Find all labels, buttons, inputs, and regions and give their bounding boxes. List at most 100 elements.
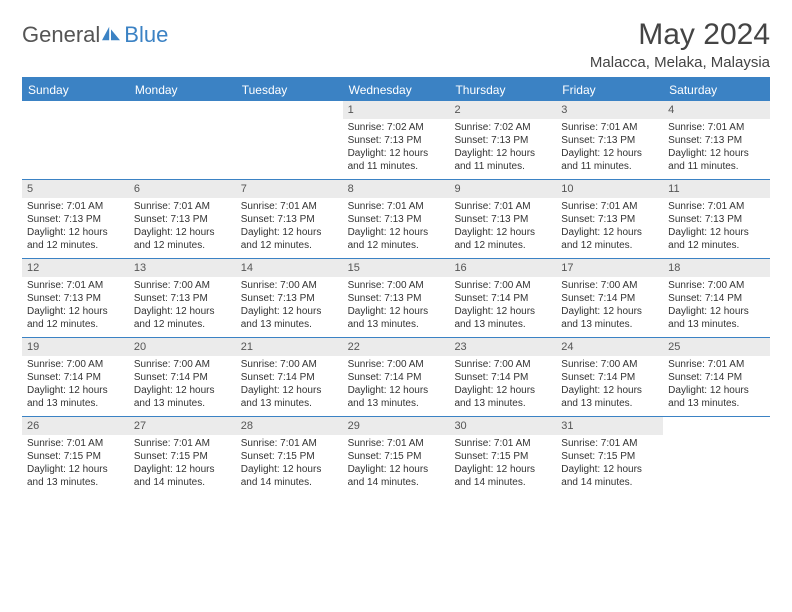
- day-details: Sunrise: 7:02 AMSunset: 7:13 PMDaylight:…: [449, 119, 556, 177]
- day-number: 23: [449, 338, 556, 356]
- day-number: [236, 101, 343, 118]
- day-details: Sunrise: 7:00 AMSunset: 7:14 PMDaylight:…: [236, 356, 343, 414]
- calendar-cell: 11Sunrise: 7:01 AMSunset: 7:13 PMDayligh…: [663, 180, 770, 258]
- calendar-cell: 7Sunrise: 7:01 AMSunset: 7:13 PMDaylight…: [236, 180, 343, 258]
- day-details: Sunrise: 7:01 AMSunset: 7:13 PMDaylight:…: [22, 198, 129, 256]
- day-details: Sunrise: 7:00 AMSunset: 7:14 PMDaylight:…: [556, 277, 663, 335]
- day-number: [22, 101, 129, 118]
- day-details: Sunrise: 7:01 AMSunset: 7:14 PMDaylight:…: [663, 356, 770, 414]
- calendar-cell: 17Sunrise: 7:00 AMSunset: 7:14 PMDayligh…: [556, 259, 663, 337]
- logo-text-2: Blue: [124, 22, 168, 48]
- calendar-cell: 21Sunrise: 7:00 AMSunset: 7:14 PMDayligh…: [236, 338, 343, 416]
- calendar-cell: 4Sunrise: 7:01 AMSunset: 7:13 PMDaylight…: [663, 101, 770, 179]
- calendar-cell: 25Sunrise: 7:01 AMSunset: 7:14 PMDayligh…: [663, 338, 770, 416]
- day-details: Sunrise: 7:00 AMSunset: 7:13 PMDaylight:…: [236, 277, 343, 335]
- calendar-cell: 28Sunrise: 7:01 AMSunset: 7:15 PMDayligh…: [236, 417, 343, 495]
- day-number: 5: [22, 180, 129, 198]
- calendar-week-row: 26Sunrise: 7:01 AMSunset: 7:15 PMDayligh…: [22, 417, 770, 495]
- day-details: Sunrise: 7:00 AMSunset: 7:13 PMDaylight:…: [343, 277, 450, 335]
- calendar-cell: 24Sunrise: 7:00 AMSunset: 7:14 PMDayligh…: [556, 338, 663, 416]
- day-number: 20: [129, 338, 236, 356]
- day-header: Tuesday: [236, 79, 343, 101]
- day-number: 11: [663, 180, 770, 198]
- calendar-cell: 1Sunrise: 7:02 AMSunset: 7:13 PMDaylight…: [343, 101, 450, 179]
- day-details: Sunrise: 7:00 AMSunset: 7:14 PMDaylight:…: [449, 356, 556, 414]
- calendar-week-row: 12Sunrise: 7:01 AMSunset: 7:13 PMDayligh…: [22, 259, 770, 338]
- day-details: Sunrise: 7:01 AMSunset: 7:13 PMDaylight:…: [556, 119, 663, 177]
- day-header: Sunday: [22, 79, 129, 101]
- day-details: Sunrise: 7:01 AMSunset: 7:13 PMDaylight:…: [236, 198, 343, 256]
- day-details: Sunrise: 7:00 AMSunset: 7:13 PMDaylight:…: [129, 277, 236, 335]
- day-number: 26: [22, 417, 129, 435]
- day-details: Sunrise: 7:01 AMSunset: 7:13 PMDaylight:…: [556, 198, 663, 256]
- day-number: 27: [129, 417, 236, 435]
- day-header: Friday: [556, 79, 663, 101]
- day-number: 18: [663, 259, 770, 277]
- day-details: Sunrise: 7:01 AMSunset: 7:13 PMDaylight:…: [22, 277, 129, 335]
- day-number: 19: [22, 338, 129, 356]
- day-details: Sunrise: 7:02 AMSunset: 7:13 PMDaylight:…: [343, 119, 450, 177]
- day-number: 13: [129, 259, 236, 277]
- day-details: Sunrise: 7:00 AMSunset: 7:14 PMDaylight:…: [663, 277, 770, 335]
- month-title: May 2024: [590, 18, 770, 52]
- calendar-cell: 13Sunrise: 7:00 AMSunset: 7:13 PMDayligh…: [129, 259, 236, 337]
- day-details: Sunrise: 7:00 AMSunset: 7:14 PMDaylight:…: [22, 356, 129, 414]
- day-number: 31: [556, 417, 663, 435]
- location-text: Malacca, Melaka, Malaysia: [590, 54, 770, 71]
- calendar-cell: 22Sunrise: 7:00 AMSunset: 7:14 PMDayligh…: [343, 338, 450, 416]
- day-details: Sunrise: 7:01 AMSunset: 7:13 PMDaylight:…: [449, 198, 556, 256]
- day-number: 12: [22, 259, 129, 277]
- calendar-cell: 5Sunrise: 7:01 AMSunset: 7:13 PMDaylight…: [22, 180, 129, 258]
- day-number: 14: [236, 259, 343, 277]
- calendar-cell: [236, 101, 343, 179]
- day-header: Thursday: [449, 79, 556, 101]
- day-details: Sunrise: 7:01 AMSunset: 7:15 PMDaylight:…: [22, 435, 129, 493]
- logo-text-1: General: [22, 22, 100, 48]
- calendar-cell: 20Sunrise: 7:00 AMSunset: 7:14 PMDayligh…: [129, 338, 236, 416]
- day-number: 1: [343, 101, 450, 119]
- day-details: Sunrise: 7:01 AMSunset: 7:15 PMDaylight:…: [236, 435, 343, 493]
- day-details: Sunrise: 7:01 AMSunset: 7:15 PMDaylight:…: [343, 435, 450, 493]
- day-details: Sunrise: 7:01 AMSunset: 7:15 PMDaylight:…: [129, 435, 236, 493]
- calendar-week-row: 19Sunrise: 7:00 AMSunset: 7:14 PMDayligh…: [22, 338, 770, 417]
- calendar-cell: [663, 417, 770, 495]
- day-details: Sunrise: 7:00 AMSunset: 7:14 PMDaylight:…: [449, 277, 556, 335]
- calendar: SundayMondayTuesdayWednesdayThursdayFrid…: [22, 77, 770, 495]
- calendar-cell: 29Sunrise: 7:01 AMSunset: 7:15 PMDayligh…: [343, 417, 450, 495]
- calendar-cell: 14Sunrise: 7:00 AMSunset: 7:13 PMDayligh…: [236, 259, 343, 337]
- day-number: 9: [449, 180, 556, 198]
- calendar-cell: 26Sunrise: 7:01 AMSunset: 7:15 PMDayligh…: [22, 417, 129, 495]
- day-number: 8: [343, 180, 450, 198]
- day-details: Sunrise: 7:01 AMSunset: 7:13 PMDaylight:…: [663, 198, 770, 256]
- day-header-row: SundayMondayTuesdayWednesdayThursdayFrid…: [22, 79, 770, 101]
- calendar-cell: 8Sunrise: 7:01 AMSunset: 7:13 PMDaylight…: [343, 180, 450, 258]
- calendar-cell: 27Sunrise: 7:01 AMSunset: 7:15 PMDayligh…: [129, 417, 236, 495]
- day-header: Saturday: [663, 79, 770, 101]
- calendar-week-row: 1Sunrise: 7:02 AMSunset: 7:13 PMDaylight…: [22, 101, 770, 180]
- day-number: 30: [449, 417, 556, 435]
- calendar-week-row: 5Sunrise: 7:01 AMSunset: 7:13 PMDaylight…: [22, 180, 770, 259]
- day-number: 2: [449, 101, 556, 119]
- day-number: 4: [663, 101, 770, 119]
- day-number: 16: [449, 259, 556, 277]
- day-number: [129, 101, 236, 118]
- day-number: 10: [556, 180, 663, 198]
- day-number: 3: [556, 101, 663, 119]
- day-number: 6: [129, 180, 236, 198]
- day-number: 15: [343, 259, 450, 277]
- day-number: 21: [236, 338, 343, 356]
- day-number: 22: [343, 338, 450, 356]
- day-details: Sunrise: 7:01 AMSunset: 7:15 PMDaylight:…: [449, 435, 556, 493]
- day-number: 28: [236, 417, 343, 435]
- day-details: Sunrise: 7:00 AMSunset: 7:14 PMDaylight:…: [556, 356, 663, 414]
- calendar-cell: 9Sunrise: 7:01 AMSunset: 7:13 PMDaylight…: [449, 180, 556, 258]
- calendar-cell: 3Sunrise: 7:01 AMSunset: 7:13 PMDaylight…: [556, 101, 663, 179]
- day-number: 7: [236, 180, 343, 198]
- day-details: Sunrise: 7:01 AMSunset: 7:13 PMDaylight:…: [129, 198, 236, 256]
- calendar-cell: 15Sunrise: 7:00 AMSunset: 7:13 PMDayligh…: [343, 259, 450, 337]
- day-header: Wednesday: [343, 79, 450, 101]
- calendar-cell: 23Sunrise: 7:00 AMSunset: 7:14 PMDayligh…: [449, 338, 556, 416]
- logo: General Blue: [22, 18, 168, 48]
- calendar-weeks: 1Sunrise: 7:02 AMSunset: 7:13 PMDaylight…: [22, 101, 770, 495]
- calendar-cell: 2Sunrise: 7:02 AMSunset: 7:13 PMDaylight…: [449, 101, 556, 179]
